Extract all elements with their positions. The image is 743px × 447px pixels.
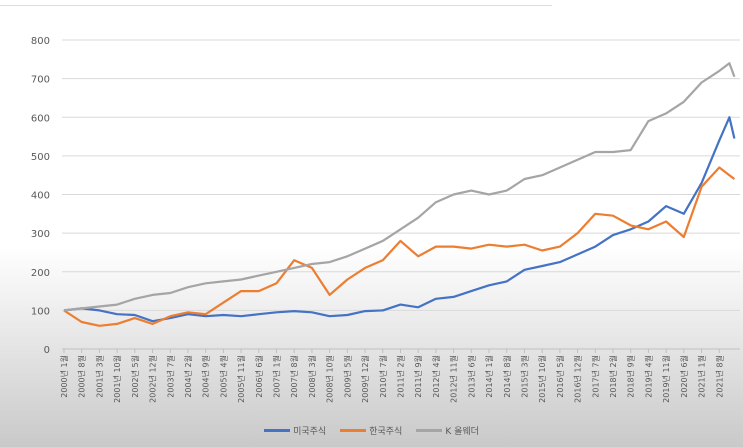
x-tick-label: 2012년 4월 (431, 355, 441, 398)
series-line (63, 116, 736, 323)
legend-label: 미국주식 (293, 427, 327, 437)
x-tick-label: 2020년 6월 (679, 355, 689, 398)
x-tick-label: 2009년 5월 (342, 355, 352, 398)
x-tick-label: 2001년 3월 (94, 355, 104, 398)
legend-item: K 올웨더 (416, 424, 479, 437)
y-tick-label: 700 (31, 75, 50, 86)
x-tick-label: 2017년 7월 (590, 355, 600, 398)
x-tick-label: 2011년 9월 (413, 355, 423, 398)
series-line (63, 62, 736, 312)
x-tick-label: 2007년 8월 (289, 355, 299, 398)
x-tick-label: 2014년 8월 (502, 355, 512, 398)
x-tick-label: 2004년 2월 (183, 355, 193, 398)
x-tick-label: 2002년 12월 (148, 355, 158, 403)
y-tick-label: 0 (44, 345, 50, 356)
x-tick-label: 2000년 8월 (77, 355, 87, 398)
y-tick-label: 500 (31, 152, 50, 163)
y-tick-label: 800 (31, 36, 50, 47)
x-tick-label: 2019년 4월 (643, 355, 653, 398)
x-tick-label: 2021년 1월 (697, 355, 707, 398)
x-tick-label: 2003년 7월 (165, 355, 175, 398)
legend-swatch (264, 429, 291, 432)
x-tick-label: 2021년 8월 (714, 355, 724, 398)
legend-label: K 올웨더 (445, 427, 479, 437)
x-tick-label: 2013년 6월 (466, 355, 476, 398)
x-tick-label: 2004년 9월 (201, 355, 211, 398)
x-tick-label: 2015년 3월 (519, 355, 529, 398)
x-tick-label: 2014년 1월 (484, 355, 494, 398)
x-tick-label: 2000년 1월 (59, 355, 69, 398)
x-tick-label: 2018년 9월 (626, 355, 636, 398)
series-line (63, 166, 736, 327)
x-tick-label: 2005년 4월 (218, 355, 228, 398)
y-tick-label: 100 (31, 306, 50, 317)
x-tick-label: 2016년 5월 (555, 355, 565, 398)
x-tick-label: 2015년 10월 (537, 355, 547, 403)
y-tick-label: 300 (31, 229, 50, 240)
x-tick-label: 2008년 3월 (307, 355, 317, 398)
legend-item: 미국주식 (264, 424, 326, 437)
y-tick-label: 600 (31, 113, 50, 124)
x-tick-label: 2002년 5월 (130, 355, 140, 398)
legend-swatch (340, 429, 367, 432)
x-tick-label: 2007년 1월 (272, 355, 282, 398)
legend-swatch (416, 429, 443, 432)
x-tick-label: 2006년 6월 (254, 355, 264, 398)
x-tick-label: 2005년 11월 (236, 355, 246, 403)
x-tick-label: 2010년 7월 (378, 355, 388, 398)
x-tick-label: 2011년 2월 (395, 355, 405, 398)
top-divider (0, 5, 552, 6)
y-tick-label: 200 (31, 268, 50, 279)
legend-label: 한국주식 (369, 427, 403, 437)
x-tick-label: 2001년 10월 (112, 355, 122, 403)
x-tick-label: 2018년 2월 (608, 355, 618, 398)
legend: 미국주식 한국주식 K 올웨더 (0, 424, 743, 437)
x-tick-label: 2016년 12월 (573, 355, 583, 403)
x-tick-label: 2012년 11월 (449, 355, 459, 403)
x-tick-label: 2008년 10월 (325, 355, 335, 403)
x-tick-label: 2009년 12월 (360, 355, 370, 403)
legend-item: 한국주식 (340, 424, 402, 437)
y-tick-label: 400 (31, 191, 50, 202)
x-tick-label: 2019년 11월 (661, 355, 671, 403)
